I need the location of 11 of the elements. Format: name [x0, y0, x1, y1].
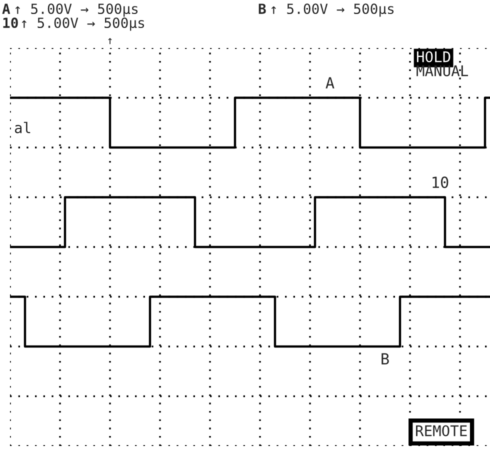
text: ↑: [108, 38, 112, 44]
text: REMOTE: [416, 425, 467, 436]
annotation: al: [14, 122, 30, 134]
series-label: B: [382, 353, 389, 364]
text: HOLD: [416, 51, 450, 62]
text: A ↑ 5.00V → 500µs: [2, 4, 138, 17]
text: MANUAL: [416, 65, 468, 76]
text: B ↑ 5.00V → 500µs: [258, 4, 394, 17]
series-label: A: [326, 77, 334, 88]
text: 10 ↑ 5.00V → 500µs: [3, 18, 144, 31]
series-label: 10: [432, 176, 448, 188]
